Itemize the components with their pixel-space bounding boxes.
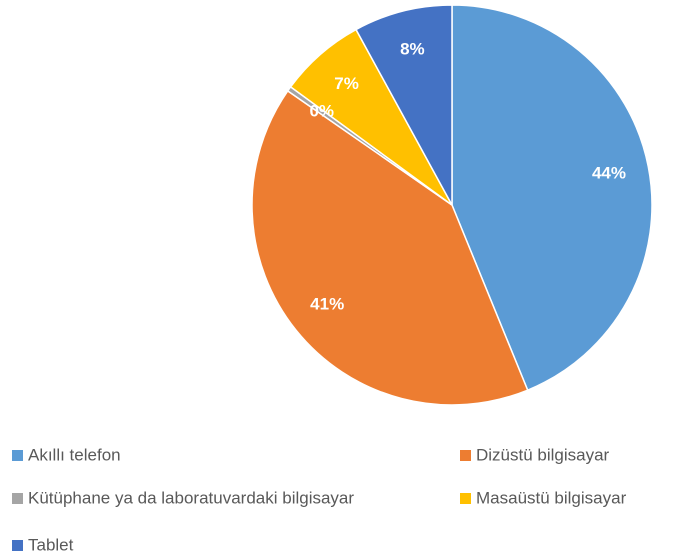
data-label: 8%	[400, 39, 425, 58]
legend-label: Kütüphane ya da laboratuvardaki bilgisay…	[28, 488, 354, 507]
legend-swatch	[460, 450, 471, 461]
legend-swatch	[460, 493, 471, 504]
pie-slice	[451, 4, 653, 392]
legend-swatch	[12, 450, 23, 461]
pie-slice	[251, 89, 529, 406]
pie-slice	[354, 4, 453, 206]
legend-swatch	[12, 493, 23, 504]
data-label: 41%	[310, 295, 344, 314]
data-label: 7%	[334, 74, 359, 93]
data-label: 0%	[309, 102, 334, 121]
data-label: 44%	[592, 164, 626, 183]
legend-label: Tablet	[28, 535, 74, 554]
legend-swatch	[12, 540, 23, 551]
legend-label: Dizüstü bilgisayar	[476, 445, 610, 464]
legend-label: Masaüstü bilgisayar	[476, 488, 627, 507]
legend-label: Akıllı telefon	[28, 445, 121, 464]
